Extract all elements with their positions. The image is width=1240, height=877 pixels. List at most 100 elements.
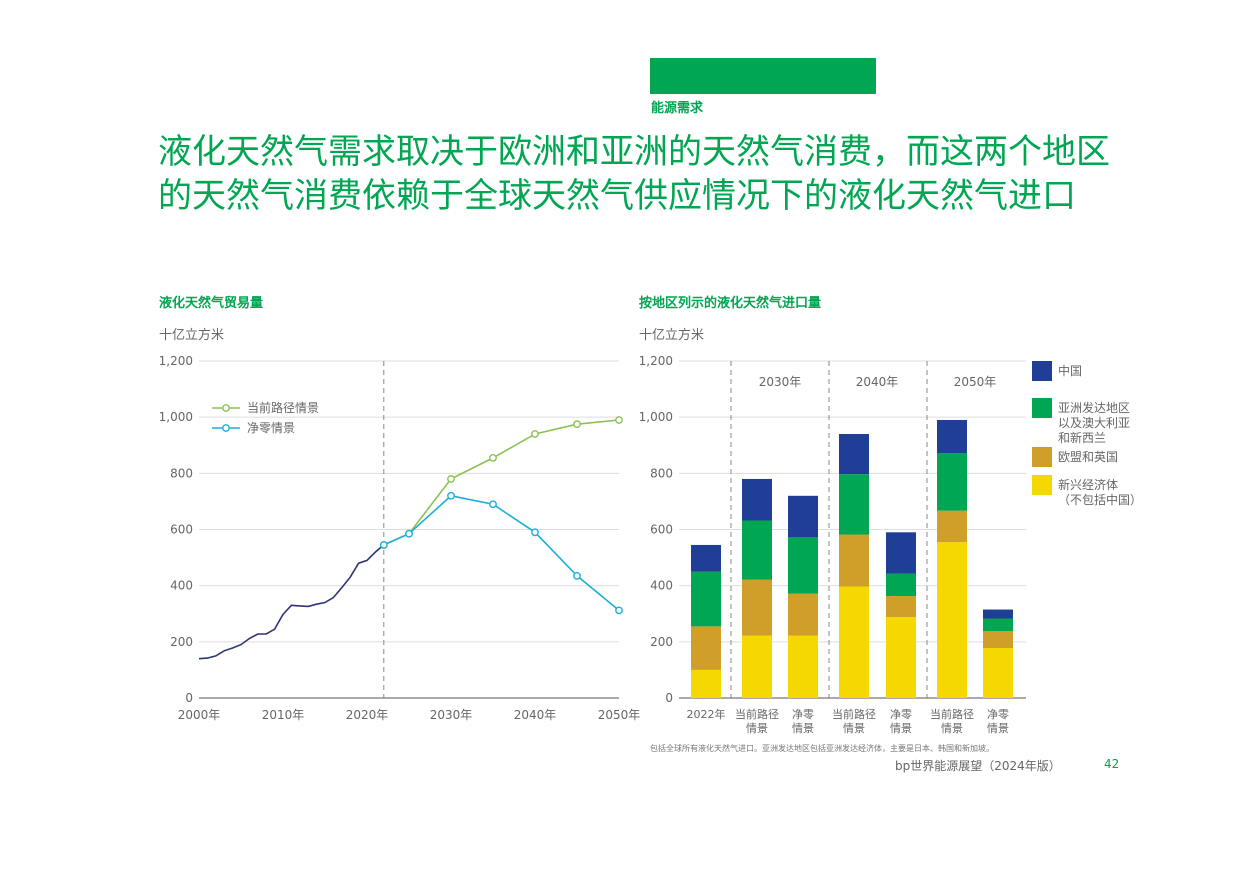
line-chart-series-line (383, 494, 620, 612)
line-chart-point (615, 416, 623, 424)
bar-chart-category-label: 净零 (792, 707, 814, 721)
bar-chart-legend-label: 欧盟和英国 (1058, 450, 1118, 464)
publication-name: bp世界能源展望（2024年版） (895, 759, 1061, 773)
line-chart-point (447, 491, 455, 500)
line-chart-x-tick-label: 2030年 (430, 708, 473, 722)
bar-chart-category-label: 净零 (987, 707, 1009, 721)
bar-segment (937, 510, 967, 543)
line-chart-legend-marker (222, 424, 230, 432)
headline-line-1: 液化天然气需求取决于欧洲和亚洲的天然气消费，而这两个地区 (158, 132, 1110, 172)
bar-segment (886, 617, 916, 698)
line-chart-point (531, 528, 539, 537)
line-chart-series-line (198, 544, 385, 660)
line-chart-y-tick-label: 1,200 (159, 354, 193, 368)
bar-chart-legend-label: 新兴经济体 (1058, 477, 1118, 492)
bar-segment (886, 532, 916, 574)
line-chart-unit: 十亿立方米 (159, 328, 225, 343)
line-chart-x-tick-label: 2000年 (178, 708, 221, 722)
bar-segment (742, 635, 772, 698)
bar-chart-y-tick-label: 0 (665, 691, 673, 705)
bar-segment (937, 453, 967, 511)
bar-chart-category-label: 情景 (792, 722, 814, 735)
bar-segment (839, 434, 869, 475)
bar-chart-category-label: 情景 (941, 722, 963, 735)
bar-segment (691, 626, 721, 670)
line-chart-point (615, 606, 623, 615)
line-chart-point (531, 430, 539, 438)
bar-segment (742, 478, 772, 521)
line-chart-point (573, 420, 581, 429)
line-chart-point (489, 500, 497, 509)
bar-chart-y-tick-label: 1,000 (639, 410, 673, 424)
bar-segment (691, 669, 721, 698)
bar-chart-group-label: 2050年 (954, 375, 997, 389)
line-chart-y-tick-label: 200 (170, 635, 193, 649)
line-chart-series-line (383, 419, 620, 546)
bar-chart-y-tick-label: 200 (650, 635, 673, 649)
bar-chart-y-tick-label: 800 (650, 466, 673, 480)
bar-chart-legend-label: 和新西兰 (1058, 430, 1106, 445)
bar-chart-category-label: 当前路径 (930, 707, 974, 721)
section-color-bar (650, 58, 876, 94)
bar-chart-legend-label: 中国 (1058, 363, 1082, 378)
bar-segment (788, 537, 818, 594)
page-number: 42 (1104, 757, 1120, 771)
bar-chart-category-label: 情景 (890, 722, 912, 735)
bar-segment (886, 596, 916, 618)
bar-chart-legend-label: （不包括中国） (1058, 492, 1142, 507)
line-chart-x-tick-label: 2040年 (514, 708, 557, 722)
bar-segment (839, 534, 869, 587)
line-chart-legend-label: 当前路径情景 (247, 400, 319, 415)
bar-segment (983, 618, 1013, 632)
line-chart-point (379, 541, 388, 549)
line-chart-x-tick-label: 2020年 (346, 708, 389, 722)
bar-segment (788, 593, 818, 636)
section-label: 能源需求 (651, 101, 704, 116)
bar-chart-y-tick-label: 400 (650, 579, 673, 593)
line-chart-point (489, 453, 497, 462)
bar-chart-y-tick-label: 600 (650, 523, 673, 537)
line-chart-x-tick-label: 2050年 (598, 708, 641, 722)
bar-chart-category-label: 当前路径 (735, 707, 779, 721)
bar-chart-group-label: 2040年 (856, 375, 899, 389)
headline-line-2: 的天然气消费依赖于全球天然气供应情况下的液化天然气进口 (158, 176, 1076, 216)
bar-chart-category-label: 情景 (746, 722, 768, 735)
bar-segment (937, 542, 967, 698)
bar-segment (691, 544, 721, 572)
bar-segment (839, 586, 869, 698)
line-chart-x-tick-label: 2010年 (262, 708, 305, 722)
bar-chart-group-label: 2030年 (759, 375, 802, 389)
bar-chart-category-label: 净零 (890, 707, 912, 721)
bar-chart-legend-swatch (1032, 361, 1052, 381)
footnote: 包括全球所有液化天然气进口。亚洲发达地区包括亚洲发达经济体，主要是日本、韩国和新… (650, 744, 994, 753)
line-chart-y-tick-label: 600 (170, 523, 193, 537)
bar-segment (691, 571, 721, 627)
bar-chart-category-label: 情景 (843, 722, 865, 735)
bar-chart-legend-swatch (1032, 475, 1052, 495)
bar-segment (983, 648, 1013, 698)
bar-chart-category-label: 情景 (987, 722, 1009, 735)
bar-chart-category-label: 当前路径 (832, 707, 876, 721)
bar-segment (742, 520, 772, 580)
bar-segment (742, 579, 772, 636)
line-chart-point (447, 475, 455, 483)
bar-segment (788, 495, 818, 538)
line-chart-y-tick-label: 0 (185, 691, 193, 705)
line-chart-legend-label: 净零情景 (247, 421, 295, 435)
bar-segment (839, 474, 869, 535)
bar-chart-legend-label: 亚洲发达地区 (1058, 400, 1130, 415)
bar-segment (886, 573, 916, 597)
line-chart-legend-marker (222, 404, 230, 412)
line-chart-y-tick-label: 400 (170, 579, 193, 593)
line-chart-point (405, 529, 413, 538)
bar-chart-legend-swatch (1032, 447, 1052, 467)
line-chart-title: 液化天然气贸易量 (159, 296, 264, 311)
bar-segment (937, 419, 967, 454)
bar-chart-category-label: 2022年 (687, 707, 726, 721)
page-headline: 液化天然气需求取决于欧洲和亚洲的天然气消费，而这两个地区 的天然气消费依赖于全球… (158, 130, 1158, 218)
line-chart-point (573, 571, 581, 580)
bar-chart-legend-label: 以及澳大利亚 (1058, 416, 1130, 430)
bar-chart-y-tick-label: 1,200 (639, 354, 673, 368)
line-chart-y-tick-label: 1,000 (159, 410, 193, 424)
